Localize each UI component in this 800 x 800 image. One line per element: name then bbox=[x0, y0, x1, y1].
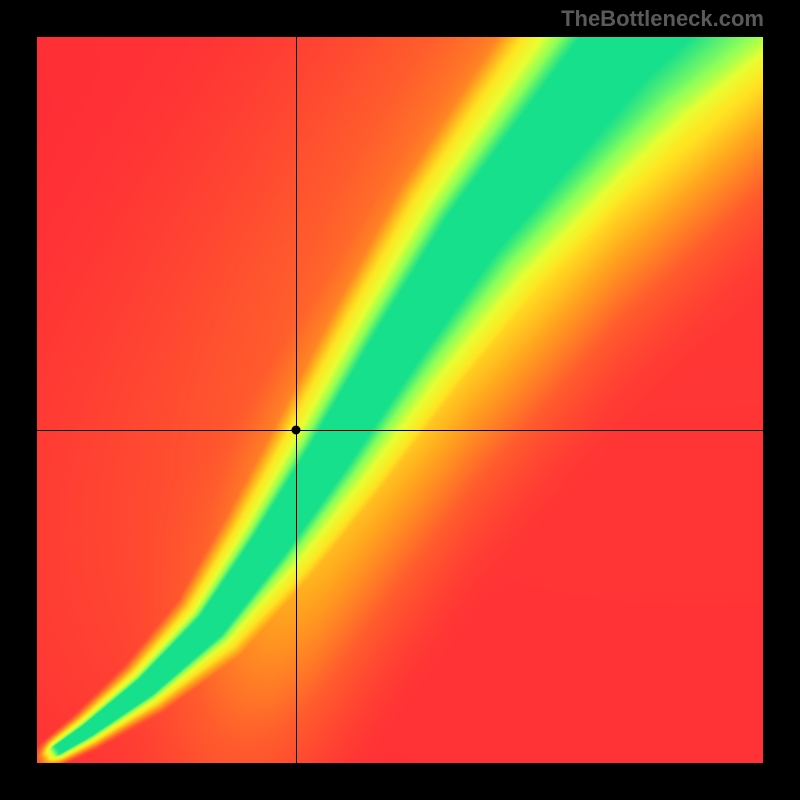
plot-area bbox=[37, 37, 763, 763]
watermark-text: TheBottleneck.com bbox=[561, 6, 764, 32]
crosshair-vertical bbox=[296, 37, 297, 763]
crosshair-marker bbox=[292, 425, 301, 434]
heatmap-canvas bbox=[37, 37, 763, 763]
crosshair-horizontal bbox=[37, 430, 763, 431]
